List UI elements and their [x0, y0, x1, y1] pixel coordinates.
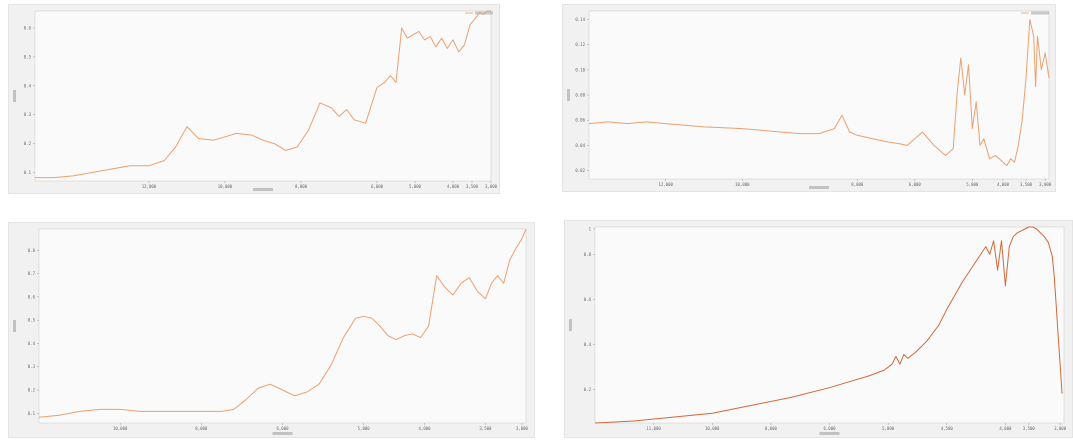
- x-tick-label: 5,000: [882, 426, 895, 431]
- y-tick-label: 0.10: [575, 67, 585, 72]
- y-tick-label: 0.7: [28, 271, 36, 276]
- y-tick-label: 0.4: [28, 341, 36, 346]
- chart-panel-top-right: 12,000 10,000 8,000 6,000 5,000 4,000 3,500 3,0…: [562, 4, 1056, 192]
- legend-text-mark: [1031, 11, 1049, 15]
- y-tick-label: 0.08: [575, 93, 585, 98]
- series-line: [588, 18, 1050, 167]
- y-tick-label: 0.6: [24, 26, 32, 31]
- chart-svg: 12,000 10,000 8,000 6,000 5,000 4,000 3,500 3,0…: [13, 10, 498, 191]
- y-tick-label: 0.4: [24, 83, 32, 88]
- x-tick-label: 4,000: [419, 426, 432, 431]
- x-tick-label: 5,000: [358, 426, 371, 431]
- y-tick-label: 0.2: [24, 141, 32, 146]
- y-tick-label: 0.2: [28, 388, 36, 393]
- x-tick-label: 4,000: [997, 182, 1010, 187]
- x-tick-label: 10,000: [218, 184, 233, 189]
- x-tick-label: 3,500: [1020, 182, 1033, 187]
- legend-text-mark: [475, 11, 493, 15]
- x-tick-label: 8,000: [851, 182, 864, 187]
- y-tick-label: 0.5: [28, 318, 36, 323]
- x-tick-label: 6,000: [823, 426, 836, 431]
- series-line: [35, 10, 491, 179]
- y-axis-label-mark: [567, 89, 570, 101]
- y-axis-label-mark: [13, 320, 16, 332]
- y-axis-label-mark: [569, 319, 572, 331]
- y-tick-label: 0.02: [575, 168, 585, 173]
- x-tick-label: 8,000: [765, 426, 778, 431]
- x-tick-label: 8,000: [295, 184, 308, 189]
- plot-area: [594, 226, 1065, 424]
- chart-panel-top-left: 12,000 10,000 8,000 6,000 5,000 4,000 3,500 3,0…: [8, 4, 500, 194]
- y-tick-label: 0.4: [584, 342, 592, 347]
- chart-svg: 11,000 10,000 8,000 6,000 5,000 4,500 4,000 3,5…: [569, 226, 1067, 435]
- x-tick-label: 5,000: [409, 184, 422, 189]
- y-tick-label: 0.14: [575, 17, 585, 22]
- x-tick-label: 3,500: [1023, 426, 1036, 431]
- x-tick-label: 4,500: [941, 426, 954, 431]
- series-line: [594, 226, 1063, 424]
- x-tick-label: 8,000: [195, 426, 208, 431]
- x-tick-label: 12,000: [658, 182, 673, 187]
- y-tick-label: 1: [589, 226, 592, 231]
- y-tick-label: 0.5: [24, 54, 32, 59]
- plot-area: [38, 228, 527, 424]
- x-axis-label-mark: [272, 432, 293, 435]
- x-tick-label: 3,000: [485, 184, 498, 189]
- x-tick-label: 5,000: [966, 182, 979, 187]
- x-tick-label: 12,000: [142, 184, 157, 189]
- y-tick-label: 0.2: [584, 387, 592, 392]
- y-tick-label: 0.3: [28, 364, 36, 369]
- y-tick-label: 0.04: [575, 143, 585, 148]
- x-tick-label: 6,000: [276, 426, 289, 431]
- plot-area: [588, 10, 1050, 180]
- y-tick-label: 0.8: [584, 252, 592, 257]
- y-tick-label: 0.12: [575, 42, 585, 47]
- y-tick-label: 0.3: [24, 112, 32, 117]
- chart-panel-bottom-left: 10,000 8,000 6,000 5,000 4,000 3,500 3,000 0.1 0…: [8, 222, 535, 438]
- plot-area: [34, 10, 492, 182]
- y-tick-label: 0.1: [28, 411, 36, 416]
- x-tick-label: 4,000: [999, 426, 1012, 431]
- x-axis-label-mark: [819, 432, 840, 435]
- y-tick-label: 0.8: [28, 248, 36, 253]
- x-tick-label: 3,500: [466, 184, 479, 189]
- chart-svg: 12,000 10,000 8,000 6,000 5,000 4,000 3,500 3,0…: [567, 10, 1052, 189]
- x-tick-label: 10,000: [735, 182, 750, 187]
- x-tick-label: 11,000: [646, 426, 661, 431]
- x-tick-label: 3,500: [479, 426, 492, 431]
- y-tick-label: 0.6: [28, 294, 36, 299]
- series-line: [38, 228, 527, 418]
- x-tick-label: 3,000: [1039, 182, 1052, 187]
- x-tick-label: 6,000: [371, 184, 384, 189]
- chart-svg: 10,000 8,000 6,000 5,000 4,000 3,500 3,000 0.1 0…: [13, 228, 529, 435]
- x-tick-label: 10,000: [113, 426, 128, 431]
- y-tick-label: 0.6: [584, 297, 592, 302]
- chart-panel-bottom-right: 11,000 10,000 8,000 6,000 5,000 4,500 4,000 3,5…: [564, 220, 1073, 438]
- y-axis-label-mark: [13, 90, 16, 102]
- x-axis-label-mark: [253, 188, 273, 191]
- x-tick-label: 4,000: [447, 184, 460, 189]
- x-axis-label-mark: [809, 186, 829, 189]
- y-tick-label: 0.06: [575, 118, 585, 123]
- x-tick-label: 10,000: [705, 426, 720, 431]
- x-tick-label: 6,000: [909, 182, 922, 187]
- x-tick-label: 3,000: [516, 426, 529, 431]
- y-tick-label: 0.1: [24, 170, 32, 175]
- x-tick-label: 3,000: [1054, 426, 1067, 431]
